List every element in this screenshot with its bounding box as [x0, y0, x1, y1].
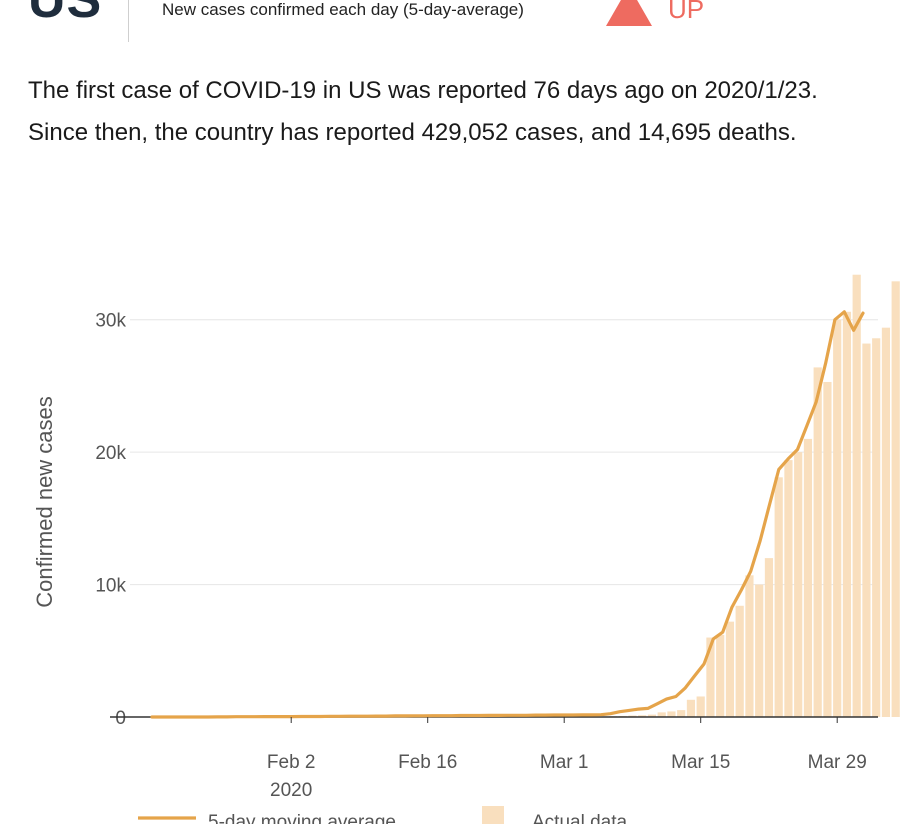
actual-data-bar	[745, 575, 754, 717]
case-summary: The first case of COVID-19 in US was rep…	[28, 70, 903, 154]
legend-label-moving-average: 5-day moving average	[208, 812, 396, 824]
up-triangle-icon	[606, 0, 652, 26]
actual-data-bar	[735, 605, 744, 717]
actual-data-bar	[667, 711, 676, 717]
summary-line-totals: Since then, the country has reported 429…	[28, 119, 797, 146]
actual-data-bar	[706, 637, 715, 717]
actual-data-bar	[686, 699, 696, 717]
country-title: US	[28, 0, 103, 29]
legend-label-actual-data: Actual data	[532, 812, 627, 824]
actual-data-bar	[784, 460, 793, 717]
actual-data-bar	[638, 715, 647, 717]
x-tick-label: Mar 1	[540, 752, 589, 773]
actual-data-bar	[774, 477, 783, 717]
actual-data-bar	[833, 319, 842, 717]
actual-data-bar	[764, 558, 774, 717]
actual-data-bar	[852, 274, 861, 717]
x-tick-label: Feb 2	[267, 752, 316, 773]
x-year-label: 2020	[270, 780, 312, 801]
actual-data-bar	[657, 712, 666, 717]
actual-data-bar	[862, 343, 871, 717]
y-axis-label: Confirmed new cases	[32, 396, 57, 608]
legend-swatch-bar	[482, 806, 504, 824]
trend-label: UP	[668, 0, 705, 24]
y-tick-label: 10k	[95, 576, 126, 597]
actual-data-bar	[755, 584, 764, 717]
summary-line-first-case: The first case of COVID-19 in US was rep…	[28, 77, 818, 104]
y-tick-label: 30k	[95, 311, 126, 332]
actual-data-bar	[881, 327, 891, 717]
actual-data-bar	[813, 367, 822, 717]
x-tick-label: Feb 16	[398, 752, 457, 773]
actual-data-bar	[891, 281, 900, 717]
y-tick-label: 0	[115, 708, 126, 729]
actual-data-bar	[872, 338, 881, 717]
actual-data-bar	[823, 381, 832, 717]
actual-data-bar	[716, 634, 725, 717]
trend-description: New cases confirmed each day (5-day-aver…	[162, 0, 524, 19]
actual-data-bar	[647, 714, 657, 717]
actual-data-bar	[725, 621, 735, 717]
header-divider	[128, 0, 129, 42]
actual-data-bar	[696, 696, 705, 717]
actual-data-bar	[794, 452, 803, 717]
actual-data-bar	[803, 438, 813, 717]
x-tick-label: Mar 29	[808, 752, 867, 773]
up-triangle-shape	[606, 0, 652, 26]
y-tick-label: 20k	[95, 443, 126, 464]
x-tick-label: Mar 15	[671, 752, 730, 773]
actual-data-bar	[677, 710, 686, 717]
moving-average-line	[150, 310, 865, 719]
actual-data-bar	[842, 311, 852, 717]
